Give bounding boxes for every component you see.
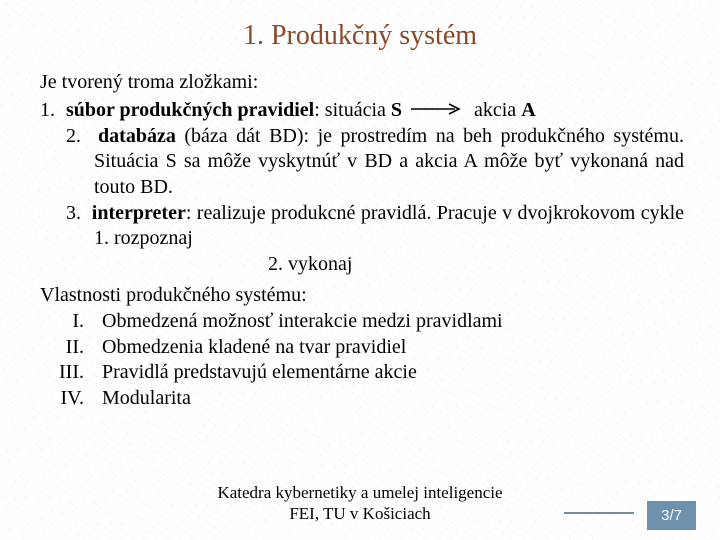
roman-1-num: I. — [40, 309, 102, 335]
footer: Katedra kybernetiky a umelej inteligenci… — [0, 483, 720, 524]
slide-title: 1. Produkčný systém — [36, 20, 684, 52]
item-1: 1. súbor produkčných pravidiel: situácia… — [40, 98, 684, 124]
properties-title: Vlastnosti produkčného systému: — [40, 283, 684, 309]
roman-2: II. Obmedzenia kladené na tvar pravidiel — [40, 335, 684, 361]
roman-3-num: III. — [40, 360, 102, 386]
item-3: 3. interpreter: realizuje produkcné prav… — [94, 201, 684, 252]
item-1-s: S — [391, 99, 402, 121]
item-1-label: súbor produkčných pravidiel — [66, 99, 314, 121]
page-rule — [564, 512, 634, 514]
item-2-rest: (báza dát BD): je prostredím na beh prod… — [94, 125, 684, 198]
item-2-num: 2. — [66, 125, 81, 147]
intro-line: Je tvorený troma zložkami: — [40, 70, 684, 96]
item-1-after: : situácia — [314, 99, 391, 121]
page-number: 3/7 — [647, 501, 696, 530]
item-3-num: 3. — [66, 202, 81, 224]
item-1-a: A — [521, 99, 535, 121]
roman-1-text: Obmedzená možnosť interakcie medzi pravi… — [102, 309, 684, 335]
roman-3-text: Pravidlá predstavujú elementárne akcie — [102, 360, 684, 386]
slide: 1. Produkčný systém Je tvorený troma zlo… — [0, 0, 720, 540]
item-2: 2. databáza (báza dát BD): je prostredím… — [94, 124, 684, 201]
item-1-afterarrow: akcia — [474, 99, 521, 121]
roman-2-text: Obmedzenia kladené na tvar pravidiel — [102, 335, 684, 361]
footer-line1: Katedra kybernetiky a umelej inteligenci… — [0, 483, 720, 503]
roman-4-text: Modularita — [102, 386, 684, 412]
roman-4-num: IV. — [40, 386, 102, 412]
roman-4: IV. Modularita — [40, 386, 684, 412]
item-1-num: 1. — [40, 98, 66, 124]
slide-body: Je tvorený troma zložkami: 1. súbor prod… — [36, 70, 684, 411]
roman-1: I. Obmedzená možnosť interakcie medzi pr… — [40, 309, 684, 335]
item-2-label: databáza — [98, 125, 176, 147]
item-3-label: interpreter — [92, 202, 186, 224]
roman-3: III. Pravidlá predstavujú elementárne ak… — [40, 360, 684, 386]
item-3-cycle2: 2. vykonaj — [268, 252, 684, 278]
roman-2-num: II. — [40, 335, 102, 361]
item-1-text: súbor produkčných pravidiel: situácia S … — [66, 98, 684, 124]
page-total: 7 — [674, 507, 682, 524]
arrow-icon — [409, 98, 467, 124]
